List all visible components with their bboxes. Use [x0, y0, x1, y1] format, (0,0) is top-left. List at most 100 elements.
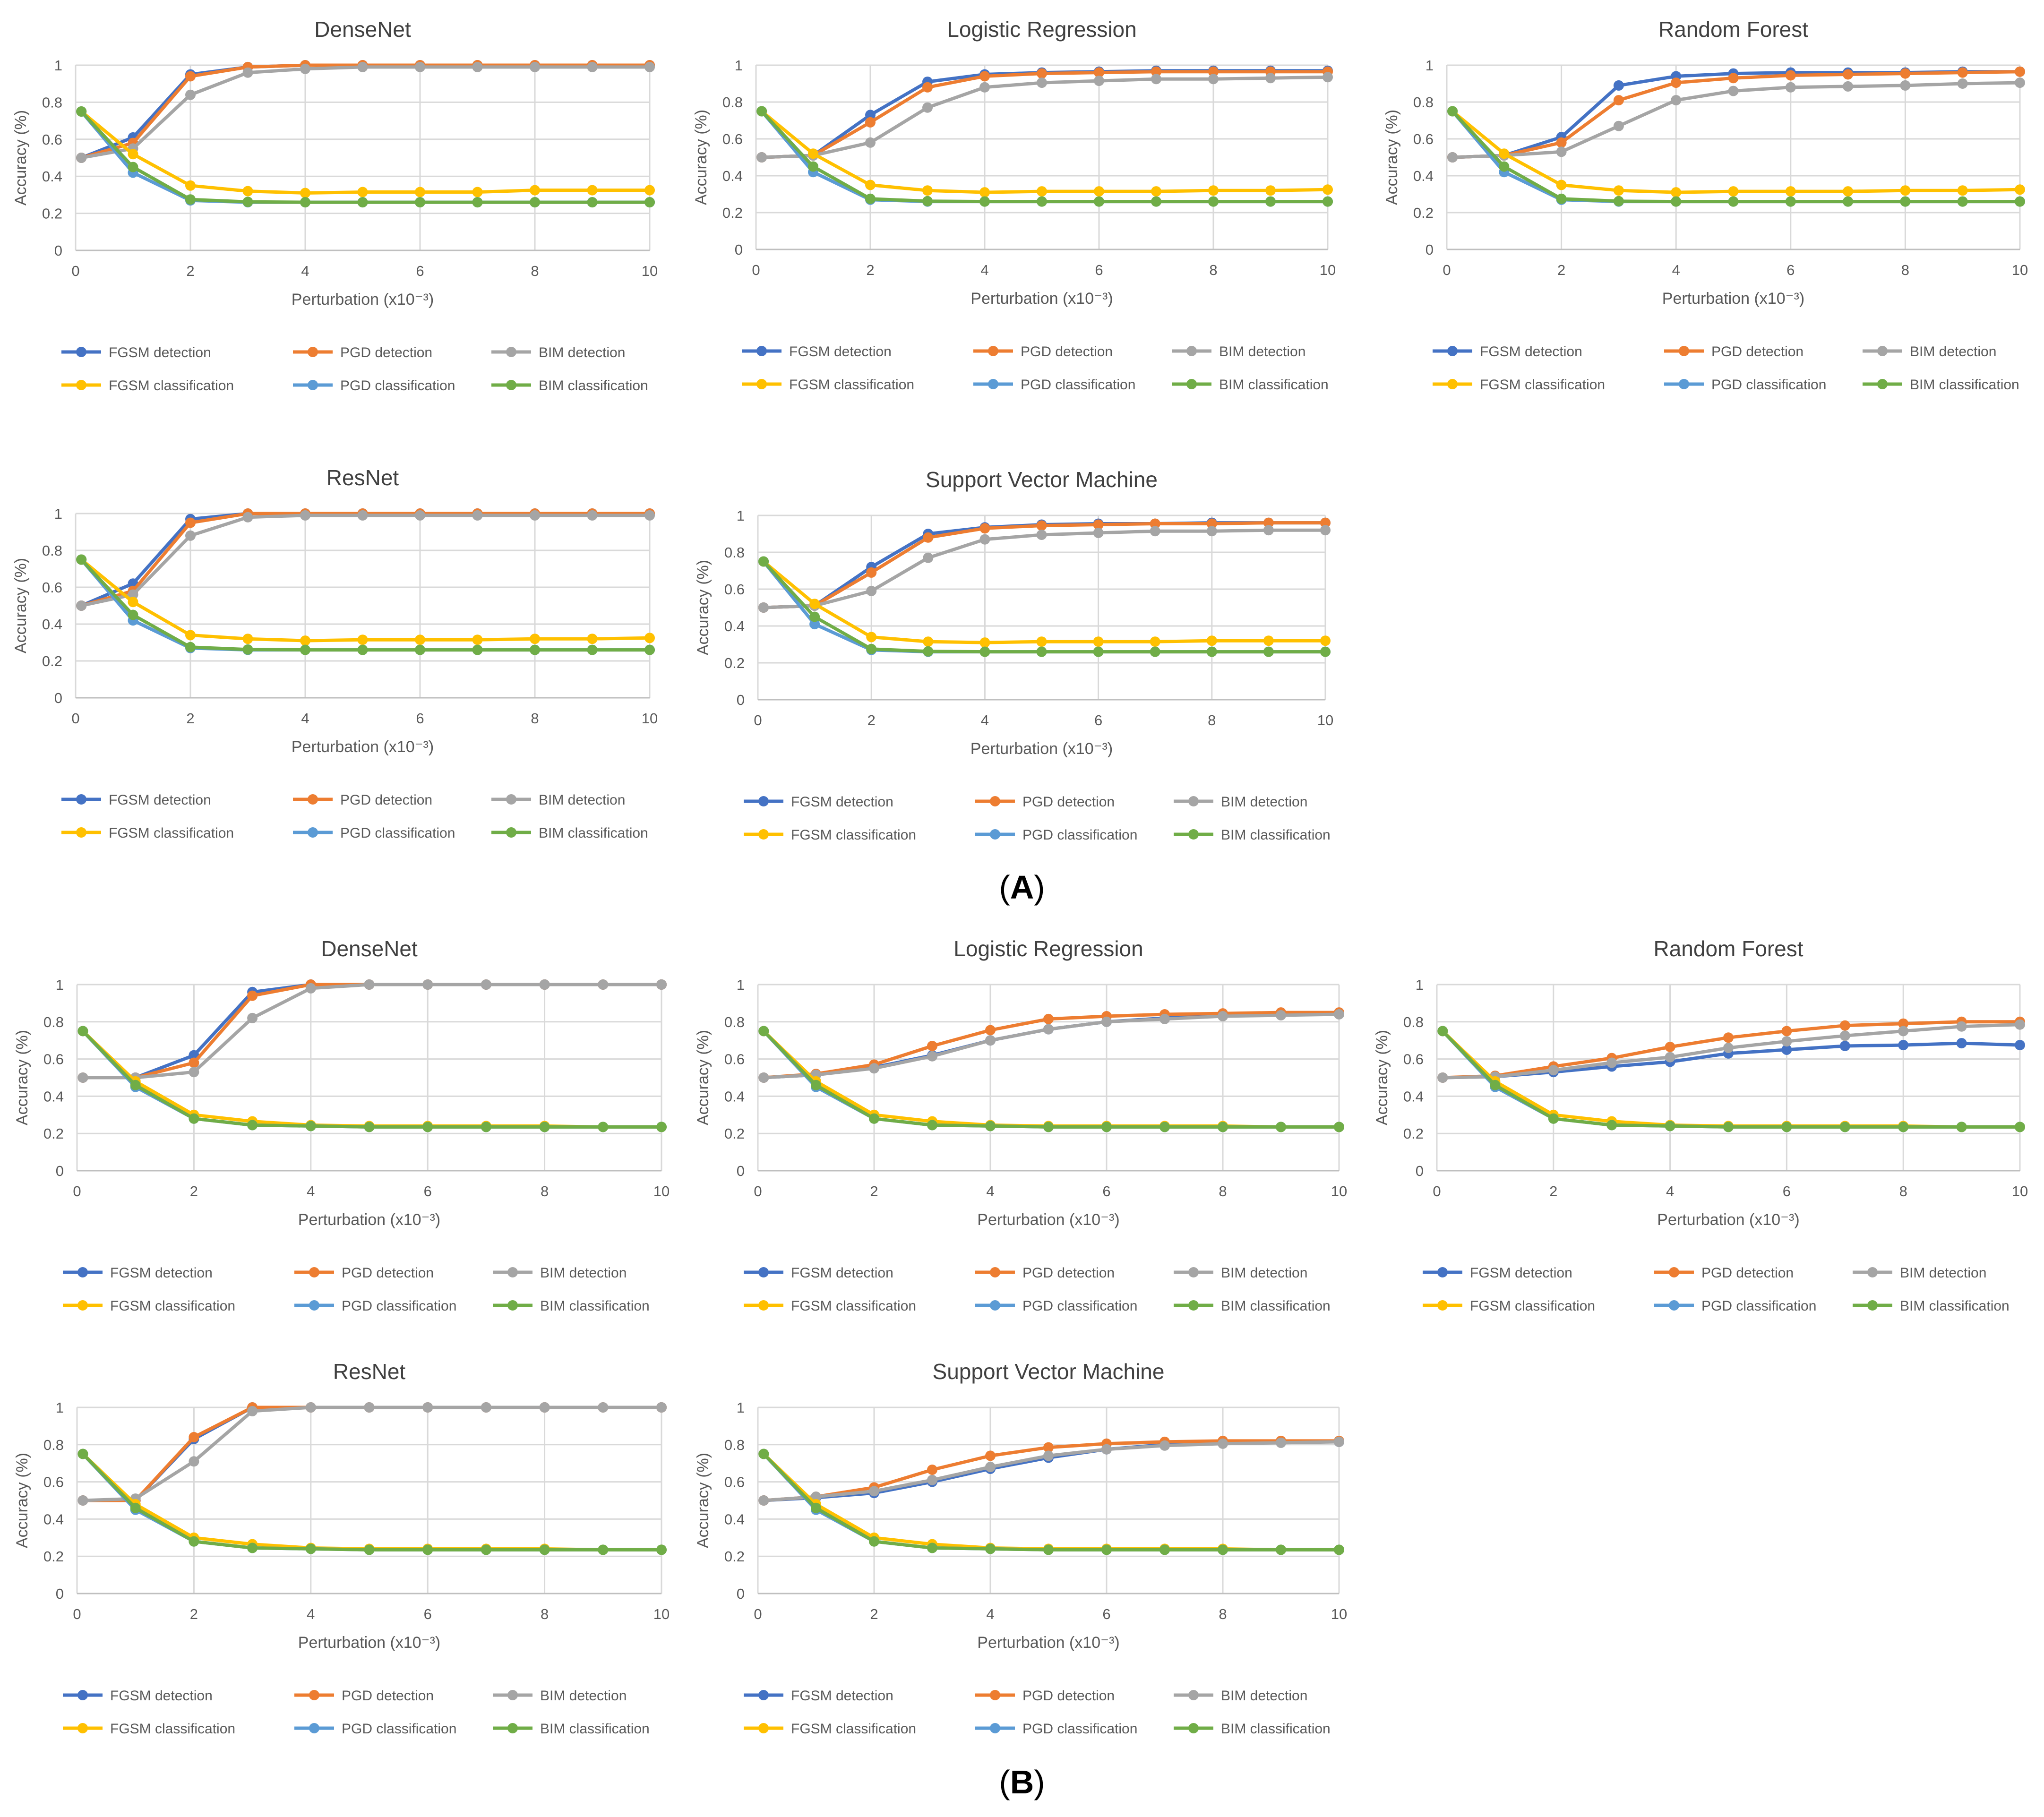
x-tick-label: 2: [186, 263, 194, 279]
y-tick-label: 0.2: [724, 655, 745, 671]
data-point: [1218, 1122, 1228, 1132]
legend-label: BIM detection: [540, 1265, 627, 1281]
data-point: [1843, 186, 1854, 197]
data-point: [985, 1450, 996, 1461]
data-point: [1900, 80, 1911, 91]
series-bim-detection: [758, 1436, 1344, 1506]
y-tick-label: 0.4: [42, 168, 62, 185]
legend: FGSM detection PGD detection BIM detection…: [1423, 1265, 2010, 1314]
data-point: [300, 644, 310, 655]
data-point: [758, 556, 769, 567]
data-point: [2015, 1019, 2025, 1030]
y-tick-label: 0: [54, 690, 62, 706]
y-tick-label: 0.2: [1413, 205, 1434, 221]
series-pgd-classification: [758, 1026, 1344, 1132]
data-point: [1218, 1544, 1228, 1555]
x-tick-label: 0: [73, 1606, 81, 1622]
data-point: [587, 644, 598, 655]
y-tick-label: 1: [737, 507, 745, 524]
x-tick-label: 4: [307, 1183, 315, 1200]
x-tick-label: 6: [424, 1183, 432, 1200]
series-bim-classification: [77, 1026, 667, 1132]
data-point: [1159, 1544, 1170, 1555]
legend-swatch-marker: [990, 796, 1000, 806]
y-axis-label: Accuracy (%): [12, 110, 30, 206]
y-tick-label: 0.8: [43, 1437, 64, 1453]
series-fgsm-detection: [77, 1402, 667, 1506]
data-point: [472, 187, 483, 197]
data-point: [1843, 81, 1854, 92]
y-tick-label: 0.8: [42, 542, 62, 559]
x-tick-label: 2: [186, 710, 194, 727]
legend-swatch-marker: [507, 1723, 518, 1733]
data-point: [587, 510, 598, 521]
data-point: [1101, 1544, 1112, 1555]
y-tick-label: 0.6: [1413, 131, 1434, 147]
y-tick-label: 1: [737, 977, 745, 993]
data-point: [481, 979, 491, 990]
legend-label: FGSM classification: [109, 825, 234, 841]
y-tick-label: 0: [1416, 1163, 1424, 1179]
legend-label: PGD classification: [340, 825, 455, 841]
data-point: [644, 185, 655, 196]
legend: FGSM detection PGD detection BIM detection…: [744, 794, 1331, 843]
legend: FGSM detection PGD detection BIM detection…: [61, 345, 648, 394]
data-point: [869, 1486, 879, 1497]
y-tick-label: 0.8: [724, 1437, 745, 1453]
data-point: [644, 510, 655, 521]
y-axis-label: Accuracy (%): [13, 1030, 31, 1125]
data-point: [472, 634, 483, 645]
legend-swatch-marker: [1437, 1267, 1448, 1277]
legend-label: PGD detection: [1021, 344, 1113, 360]
legend-swatch-marker: [1186, 346, 1197, 356]
panel-label-a: (A): [999, 869, 1045, 906]
data-point: [1323, 72, 1333, 83]
data-point: [422, 1402, 433, 1413]
y-tick-label: 0: [735, 241, 743, 258]
legend-swatch-marker: [758, 1690, 769, 1700]
data-point: [869, 1063, 879, 1074]
legend-swatch-marker: [308, 347, 318, 357]
data-point: [1671, 187, 1682, 198]
x-axis-label: Perturbation (x10⁻³): [970, 740, 1113, 758]
data-point: [128, 162, 138, 172]
data-point: [1151, 66, 1161, 77]
legend: FGSM detection PGD detection BIM detection…: [63, 1688, 650, 1737]
x-tick-label: 8: [1899, 1183, 1907, 1200]
data-point: [1556, 193, 1567, 204]
data-point: [927, 1474, 937, 1485]
legend-swatch-marker: [758, 1267, 769, 1277]
x-tick-label: 10: [2012, 262, 2028, 278]
data-point: [1037, 196, 1047, 207]
x-tick-label: 10: [1320, 262, 1336, 278]
data-point: [866, 643, 877, 654]
data-point: [185, 71, 196, 82]
legend-swatch-marker: [1867, 1300, 1878, 1311]
legend-label: BIM classification: [539, 825, 648, 841]
y-tick-label: 0.8: [1403, 1014, 1424, 1030]
data-point: [1208, 66, 1219, 77]
data-point: [1323, 184, 1333, 195]
y-tick-label: 1: [54, 57, 62, 74]
data-point: [1208, 185, 1219, 196]
y-axis-label: Accuracy (%): [694, 1030, 712, 1125]
data-point: [1785, 186, 1796, 197]
data-point: [128, 589, 138, 600]
legend-label: FGSM detection: [1470, 1265, 1572, 1281]
x-tick-label: 8: [1209, 262, 1217, 278]
legend-label: PGD classification: [1022, 827, 1137, 843]
y-tick-label: 1: [54, 506, 62, 522]
data-point: [305, 983, 316, 994]
x-tick-label: 2: [870, 1606, 878, 1622]
series-pgd-classification: [77, 1026, 667, 1132]
data-point: [811, 1491, 821, 1502]
series-line-bim-detection: [83, 1406, 661, 1502]
data-point: [1671, 196, 1682, 207]
data-point: [1839, 1020, 1850, 1031]
y-tick-label: 0.4: [1413, 168, 1434, 184]
data-point: [587, 185, 598, 196]
series-line-bim-classification: [81, 1453, 661, 1551]
x-tick-label: 2: [866, 262, 874, 278]
